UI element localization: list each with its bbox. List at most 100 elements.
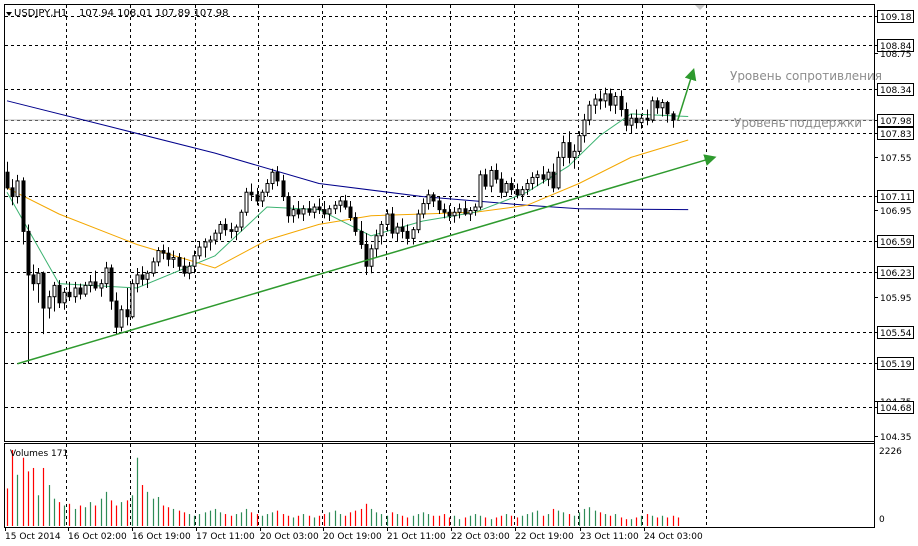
candle-body <box>379 223 384 237</box>
time-tick-label: 22 Oct 03:00 <box>451 532 510 542</box>
candle-body <box>613 95 618 106</box>
time-tick-label: 16 Oct 02:00 <box>68 532 127 542</box>
price-tick-label: 104.68 <box>880 404 912 414</box>
time-tick-label: 20 Oct 03:00 <box>260 532 319 542</box>
time-tick-label: 15 Oct 2014 <box>5 532 61 542</box>
time-tick-label: 23 Oct 11:00 <box>580 532 639 542</box>
candle-body <box>359 230 364 245</box>
candle-body <box>333 204 338 210</box>
candle-body <box>426 194 431 205</box>
candle-body <box>624 109 629 126</box>
candle-body <box>260 191 265 202</box>
candle-body <box>561 142 566 158</box>
candle-body <box>582 119 587 137</box>
price-tick-label: 109.18 <box>880 13 912 23</box>
candle-body <box>567 142 572 158</box>
candle-body <box>88 281 93 286</box>
candle-body <box>239 211 244 228</box>
candle-body <box>307 208 312 213</box>
time-tick-label: 16 Oct 19:00 <box>132 532 191 542</box>
symbol-label: USDJPY,H1 <box>14 8 67 19</box>
candle-body <box>125 309 130 318</box>
chart-shift-marker[interactable] <box>695 5 705 10</box>
candle-body <box>151 261 156 274</box>
candle-body <box>353 216 358 232</box>
candle-body <box>208 239 213 243</box>
candle-body <box>411 229 416 239</box>
price-tick-label: 105.19 <box>880 360 912 370</box>
candle-body <box>15 180 20 198</box>
candle-body <box>645 117 650 121</box>
candle-body <box>119 309 124 328</box>
candle-body <box>551 171 556 189</box>
price-tick-label: 105.95 <box>880 294 912 304</box>
candle-body <box>218 223 223 234</box>
price-tick-label: 108.75 <box>880 50 912 60</box>
time-axis: 15 Oct 2014 16 Oct 02:00 16 Oct 19:00 17 Oc… <box>5 528 703 542</box>
candle-body <box>348 206 353 218</box>
candle-body <box>650 100 655 121</box>
candle-body <box>468 210 473 215</box>
candle-body <box>301 208 306 215</box>
candle-body <box>639 117 644 124</box>
candle-body <box>78 287 83 295</box>
candle-body <box>249 191 254 196</box>
candle-body <box>130 283 135 318</box>
candle-body <box>400 226 405 232</box>
candle-body <box>213 232 218 241</box>
candle-body <box>457 208 462 213</box>
candle-body <box>275 171 280 182</box>
candle-body <box>327 208 332 215</box>
candle-body <box>572 150 577 158</box>
candle-body <box>140 274 145 280</box>
candle-body <box>442 209 447 213</box>
ma-fast-line <box>6 113 689 289</box>
candle-body <box>36 272 41 285</box>
candle-body <box>145 272 150 280</box>
candle-body <box>587 104 592 121</box>
trend-line-arrow <box>17 154 717 365</box>
candle-body <box>660 102 665 109</box>
candle-body <box>494 169 499 180</box>
ma-slow-line <box>6 100 689 211</box>
time-tick-label: 17 Oct 11:00 <box>196 532 255 542</box>
candle-body <box>374 235 379 250</box>
candle-body <box>67 291 72 298</box>
candle-body <box>603 93 608 102</box>
candle-body <box>41 272 46 309</box>
candle-body <box>104 267 109 285</box>
symbol-dropdown-icon[interactable] <box>6 12 12 16</box>
candle-body <box>416 213 421 231</box>
grid-lines <box>5 5 874 527</box>
volume-plot-frame <box>4 443 875 528</box>
candle-body <box>504 183 509 193</box>
candle-body <box>452 211 457 217</box>
candle-body <box>535 174 540 178</box>
candle-body <box>182 265 187 274</box>
candle-body <box>463 208 468 215</box>
candle-body <box>192 255 197 267</box>
candle-body <box>135 274 140 285</box>
price-tick-label: 107.55 <box>880 154 912 164</box>
candle-body <box>255 194 260 202</box>
candle-body <box>47 296 52 309</box>
candle-body <box>546 171 551 180</box>
candle-body <box>655 100 660 109</box>
candle-body <box>478 174 483 208</box>
time-tick-label: 20 Oct 19:00 <box>323 532 382 542</box>
candle-body <box>364 243 369 267</box>
candle-body <box>431 194 436 202</box>
candle-body <box>634 117 639 124</box>
candle-body <box>281 180 286 198</box>
candle-body <box>421 203 426 215</box>
candle-body <box>385 213 390 225</box>
candle-body <box>489 169 494 187</box>
candle-body <box>515 189 520 196</box>
price-tick-label: 105.54 <box>880 329 912 339</box>
candle-body <box>629 117 634 126</box>
candle-body <box>203 241 208 248</box>
candle-body <box>286 196 291 217</box>
candle-body <box>296 209 301 215</box>
candle-body <box>10 187 15 198</box>
candle-body <box>525 183 530 191</box>
